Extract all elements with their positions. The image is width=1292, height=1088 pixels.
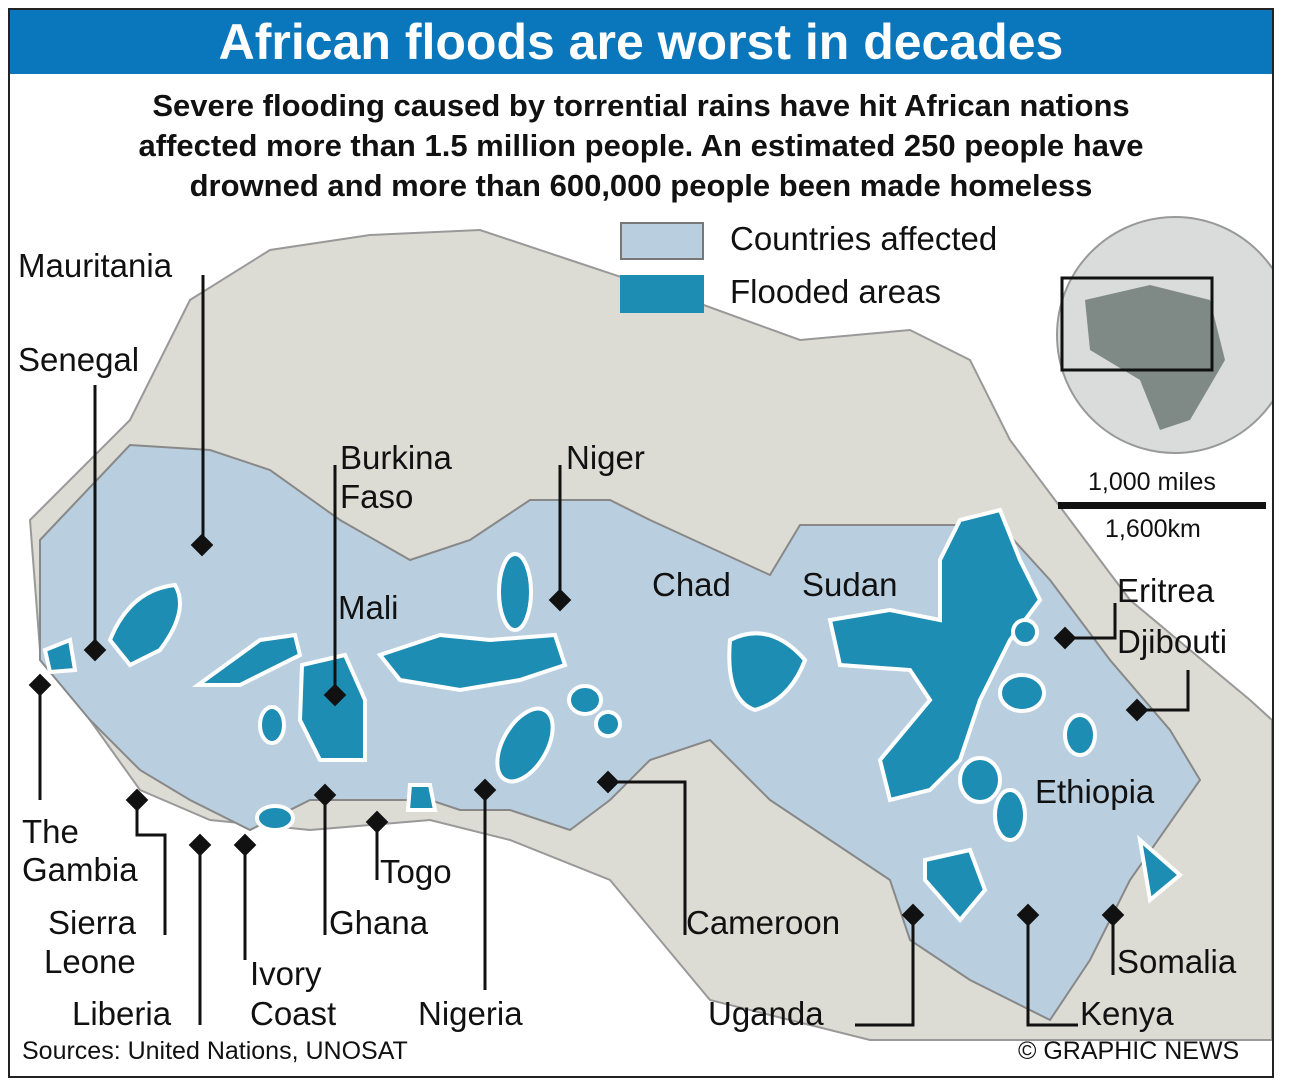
subtitle-line: affected more than 1.5 million people. A… (138, 128, 1144, 163)
legend-swatch-flooded (620, 275, 704, 313)
flood-cameroon (594, 710, 622, 738)
label-sierra-2: Leone (44, 943, 136, 980)
leader-lines (38, 275, 1190, 1027)
label-somalia: Somalia (1117, 943, 1237, 980)
label-djibouti: Djibouti (1117, 623, 1228, 660)
title: African floods are worst in decades (10, 10, 1272, 74)
frame-border (8, 8, 1274, 1078)
flood-ivory (255, 804, 295, 832)
flood-chad (727, 631, 808, 713)
flood-senegal (42, 637, 78, 675)
flood-ethiopia-2 (1063, 713, 1097, 757)
flood-somalia (1137, 834, 1184, 904)
label-burkina-1: Burkina (340, 439, 452, 476)
scale-km: 1,600km (1105, 515, 1201, 543)
flood-niger-band (376, 632, 568, 693)
label-burkina-2: Faso (340, 478, 414, 515)
scale-bar (1058, 502, 1266, 509)
label-uganda: Uganda (708, 995, 824, 1032)
credit: © GRAPHIC NEWS (1018, 1037, 1240, 1065)
globe-inset (1056, 216, 1272, 454)
source: Sources: United Nations, UNOSAT (22, 1037, 408, 1065)
flood-ethiopia-1 (998, 673, 1046, 713)
label-ethiopia: Ethiopia (1035, 773, 1155, 810)
label-senegal: Senegal (18, 341, 140, 378)
label-cameroon: Cameroon (686, 904, 841, 941)
flood-uganda (923, 847, 988, 924)
flood-ghana (405, 783, 438, 812)
map (10, 205, 1272, 1075)
subtitle: Severe flooding caused by torrential rai… (30, 86, 1252, 206)
flood-burkina (297, 652, 367, 762)
flood-ethiopia-4 (958, 756, 1002, 804)
label-nigeria: Nigeria (418, 995, 523, 1032)
label-kenya: Kenya (1080, 995, 1174, 1032)
label-niger: Niger (566, 439, 645, 476)
label-eritrea: Eritrea (1117, 572, 1215, 609)
flood-guinea (258, 705, 286, 745)
flood-mali (191, 632, 303, 687)
scale-miles: 1,000 miles (1088, 468, 1216, 496)
flood-nigeria (495, 706, 555, 784)
label-ivory-2: Coast (250, 995, 337, 1032)
flood-nigeria-east (567, 684, 603, 716)
label-gambia-1: The (22, 813, 79, 850)
flood-mauritania (107, 582, 182, 668)
label-sudan: Sudan (802, 566, 898, 603)
legend-swatch-affected (620, 222, 704, 260)
flood-niger-north (497, 552, 533, 632)
label-sierra-1: Sierra (48, 904, 137, 941)
flood-eritrea (1011, 618, 1039, 646)
flood-ethiopia-3 (993, 788, 1027, 842)
label-togo: Togo (380, 853, 452, 890)
label-chad: Chad (652, 566, 731, 603)
label-ghana: Ghana (329, 904, 429, 941)
flood-sudan (827, 507, 1043, 803)
legend-affected: Countries affected (730, 220, 998, 257)
label-ivory-1: Ivory (250, 955, 322, 992)
label-mauritania: Mauritania (18, 247, 173, 284)
label-gambia-2: Gambia (22, 851, 138, 888)
label-mali: Mali (338, 589, 399, 626)
subtitle-line: Severe flooding caused by torrential rai… (152, 88, 1130, 123)
flooded-areas (42, 507, 1184, 924)
subtitle-line: drowned and more than 600,000 people bee… (189, 168, 1093, 203)
label-liberia: Liberia (72, 995, 172, 1032)
legend-flooded: Flooded areas (730, 273, 941, 310)
